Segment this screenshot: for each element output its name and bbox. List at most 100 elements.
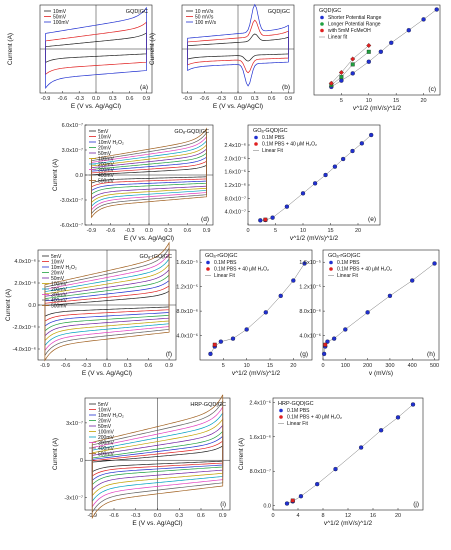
y-axis-label: Current (A)	[5, 289, 12, 321]
y-tick-label: 1.2x10⁻⁵	[299, 284, 321, 291]
legend-entry: 0.1M PBS	[262, 135, 285, 141]
data-point	[258, 218, 263, 223]
legend-marker	[320, 15, 324, 20]
data-point	[366, 59, 371, 64]
panel-annotation: GOₐ-GQD|GC	[253, 128, 288, 134]
x-tick-label: 0.0	[103, 363, 111, 369]
data-point	[263, 310, 268, 315]
x-tick-label: 10	[244, 363, 250, 369]
x-tick-label: 20	[290, 363, 296, 369]
x-tick-label: -0.9	[40, 363, 49, 369]
y-tick-label: -2.0x10⁻⁶	[12, 324, 36, 331]
data-point	[359, 141, 365, 146]
x-tick-label: 0.0	[145, 228, 153, 234]
legend-marker	[206, 260, 210, 265]
legend-entry: 10mV H₂O₂	[51, 265, 77, 271]
legend-entry: 10mV	[51, 259, 65, 265]
panel-annotation: HRP-GQD|GC	[278, 401, 314, 407]
panel-f: -0.9 -0.6 -0.3 0.0 0.3 0.6 0.9 -4.0x10⁻⁶ -2.0x10…	[5, 241, 177, 377]
cv-curve	[45, 6, 147, 89]
data-point	[365, 310, 370, 315]
legend-entry: 10mV H₂O₂	[98, 413, 124, 419]
x-tick-label: 100	[341, 363, 350, 369]
legend-entry: 0.1M PBS	[287, 408, 310, 414]
data-point	[284, 501, 290, 506]
data-point	[338, 69, 344, 76]
data-point	[378, 428, 384, 433]
x-tick-label: -0.3	[82, 363, 91, 369]
data-point	[406, 28, 411, 33]
legend-entry: 50 mV/s	[195, 14, 214, 20]
legend-entry: 500mV	[98, 178, 115, 184]
legend-marker	[320, 22, 324, 26]
x-tick-label: -0.9	[183, 96, 192, 102]
y-axis-label: Current (A)	[149, 33, 156, 65]
data-point	[332, 164, 338, 169]
data-point	[300, 191, 306, 196]
legend-entry: 100 mV/s	[195, 20, 217, 26]
panel-label: (g)	[300, 351, 308, 358]
panel-label: (e)	[368, 216, 376, 223]
panel-e: 0 5 10 15 20 4.0x10⁻⁷ 8.0x10⁻⁷ 1.2x10⁻⁶ 1.6x10⁻⁶…	[224, 124, 381, 242]
x-tick-label: 5	[340, 98, 343, 104]
legend-entry: 10mV	[53, 9, 67, 15]
y-tick-label: 1.6x10⁻⁵	[299, 259, 321, 266]
legend-entry: 0.1M PBS	[337, 260, 360, 266]
x-tick-label: 15	[327, 228, 333, 234]
legend-marker	[279, 415, 283, 419]
data-point	[218, 339, 224, 344]
data-point	[366, 42, 372, 49]
data-point	[432, 261, 437, 266]
y-tick-label: 0.0	[28, 303, 36, 309]
panel-label: (b)	[282, 84, 290, 91]
panel-annotation: HRP-GQD|GC	[190, 402, 226, 408]
y-tick-label: 1.2x10⁻⁶	[224, 182, 246, 189]
cv-curve	[187, 3, 289, 87]
y-axis-label: Current (A)	[52, 438, 59, 470]
x-tick-label: -0.9	[41, 96, 50, 102]
x-tick-label: 10	[366, 98, 372, 104]
x-axis-label: v^1/2 (mV/s)^1/2	[290, 235, 339, 242]
legend-entry: 0.1M PBS + 40 μM H₂O₂	[214, 267, 269, 273]
x-tick-label: 0.6	[126, 96, 134, 102]
y-tick-label: 8.0x10⁻⁷	[250, 468, 271, 475]
y-tick-label: 0	[80, 458, 83, 464]
x-tick-label: 20	[355, 228, 361, 234]
x-tick-label: -0.9	[87, 228, 96, 234]
legend-entry: 50mV	[53, 14, 67, 20]
x-tick-label: -0.6	[58, 96, 67, 102]
panel-annotation: GOₐ-GQD|GC	[174, 129, 209, 135]
y-tick-label: 3x10⁻⁷	[66, 420, 83, 427]
x-tick-label: 200	[363, 363, 372, 369]
legend-entry: 20mV	[98, 418, 112, 424]
data-point	[291, 278, 296, 283]
panel-b: -0.9 -0.6 -0.3 0.0 0.3 0.6 0.9 10 mV/s50 mV/s10…	[149, 3, 295, 110]
panel-label: (a)	[140, 84, 148, 91]
y-tick-label: 4.0x10⁻⁶	[14, 258, 36, 265]
legend-entry: 10mV	[98, 134, 112, 140]
data-point	[343, 327, 348, 332]
data-point	[421, 17, 426, 22]
x-tick-label: 0.6	[197, 513, 205, 519]
data-point	[263, 217, 268, 222]
x-tick-label: -0.6	[106, 228, 115, 234]
x-tick-label: 0.0	[92, 96, 100, 102]
y-tick-label: 2.0x10⁻⁶	[14, 280, 36, 287]
data-point	[244, 327, 249, 332]
legend-entry: 50mV	[98, 151, 112, 157]
y-tick-label: -3x10⁻⁷	[64, 495, 83, 502]
data-point	[339, 75, 344, 79]
y-tick-label: 4.0x10⁻⁶	[176, 333, 198, 340]
legend-marker	[329, 267, 333, 271]
legend-entry: 0.1M PBS + 40 μM H₂O₂	[287, 415, 342, 421]
data-point	[315, 482, 320, 487]
legend-entry: 200mV	[98, 435, 115, 441]
y-axis-label: Current (A)	[7, 33, 14, 65]
data-point	[378, 49, 383, 54]
legend-entry: 100mV	[51, 281, 68, 287]
legend-entry: 20mV	[98, 145, 112, 151]
x-tick-label: 5	[222, 363, 225, 369]
legend-entry: 0.1M PBS + 40 μM H₂O₂	[262, 142, 317, 148]
y-tick-label: 4.0x10⁻⁷	[225, 209, 246, 216]
